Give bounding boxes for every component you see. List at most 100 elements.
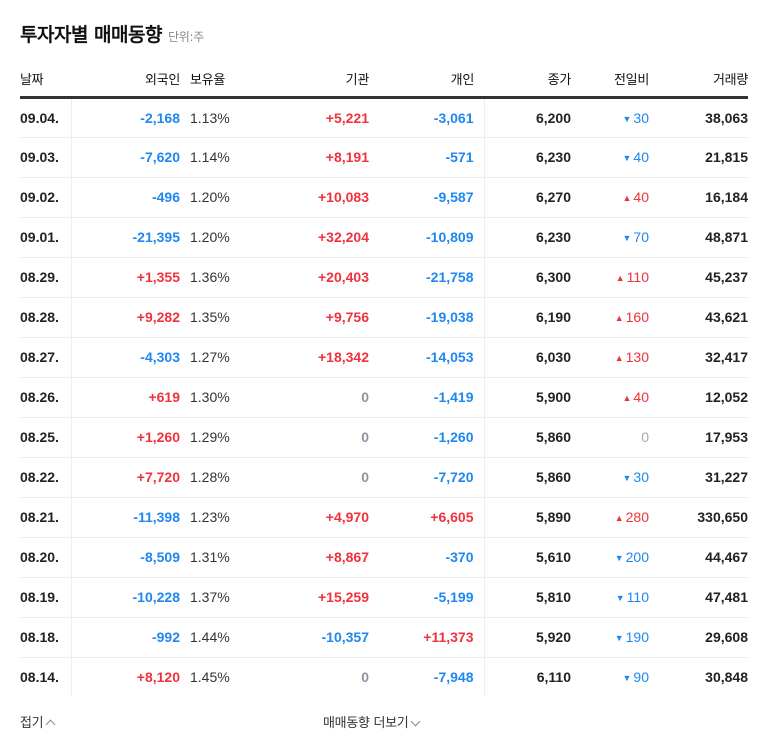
table-row: 08.27. -4,303 1.27% +18,342 -14,053 6,030 ▲ 130… [20, 337, 748, 378]
table-row: 08.26. +619 1.30% 0 -1,419 5,900 ▲ 40 12,052 [20, 377, 748, 418]
cell-volume: 330,650 [649, 497, 748, 538]
cell-holding-ratio: 1.44% [180, 617, 255, 658]
table-footer: 접기 매매동향 더보기 [20, 710, 748, 734]
cell-individual: -19,038 [369, 297, 485, 338]
cell-institution: +32,204 [255, 217, 369, 258]
fold-label: 접기 [20, 716, 44, 731]
change-value: 200 [625, 549, 649, 565]
unit-label: 단위:주 [167, 30, 204, 44]
cell-holding-ratio: 1.35% [180, 297, 255, 338]
cell-change: ▲ 40 [571, 177, 649, 218]
cell-holding-ratio: 1.13% [180, 97, 255, 138]
triangle-up-icon: ▲ [614, 513, 624, 523]
cell-close-price: 5,860 [484, 417, 571, 458]
cell-holding-ratio: 1.45% [190, 669, 230, 686]
cell-close-price: 6,030 [484, 337, 571, 378]
cell-close-price: 6,300 [484, 257, 571, 298]
cell-date: 08.26. [20, 377, 72, 418]
cell-close-price: 5,810 [484, 577, 571, 618]
change-value: 160 [625, 309, 649, 325]
more-label: 매매동향 더보기 [323, 716, 409, 731]
cell-volume: 21,815 [649, 137, 748, 178]
change-value: 110 [626, 269, 649, 285]
table-row: 08.21. -11,398 1.23% +4,970 +6,605 5,890 ▲ 280 3… [20, 497, 748, 538]
cell-change: ▼ 30 [571, 457, 649, 498]
change-value: 40 [633, 389, 649, 405]
cell-volume: 17,953 [649, 417, 748, 458]
cell-close-price: 6,110 [536, 669, 571, 686]
cell-date: 08.29. [20, 257, 72, 298]
cell-individual: -21,758 [369, 257, 485, 298]
cell-holding-ratio: 1.27% [180, 337, 255, 378]
cell-date: 09.02. [20, 177, 72, 218]
change-value: 0 [641, 429, 649, 445]
cell-institution: +5,221 [255, 97, 369, 138]
change-value: 280 [625, 509, 649, 525]
col-header-change: 전일비 [571, 62, 649, 99]
table-row: 08.19. -10,228 1.37% +15,259 -5,199 5,810 ▼ 110… [20, 577, 748, 618]
col-header-close-price: 종가 [484, 62, 571, 99]
cell-change: ▲ 110 [571, 257, 649, 298]
cell-date: 08.21. [20, 497, 72, 538]
cell-date: 09.03. [20, 137, 72, 178]
change-value: 30 [633, 469, 649, 485]
cell-date: 08.27. [20, 337, 72, 378]
section-title: 투자자별 매매동향 [20, 24, 162, 46]
cell-date: 08.14. [20, 657, 72, 697]
table-row: 08.18. -992 1.44% -10,357 +11,373 5,920 ▼ 190 29… [20, 617, 748, 658]
table-row: 08.14. +8,120 1.45% 0 -7,948 6,110 ▼ 90 30,848 [20, 657, 748, 697]
triangle-up-icon: ▲ [615, 273, 625, 283]
table-row: 09.01. -21,395 1.20% +32,204 -10,809 6,230 ▼ 70… [20, 217, 748, 258]
cell-foreign: +7,720 [71, 457, 180, 498]
chevron-up-icon [45, 719, 56, 730]
cell-foreign: -496 [71, 177, 180, 218]
cell-individual: -571 [369, 137, 485, 178]
cell-individual: +6,605 [369, 497, 485, 538]
cell-close-price: 5,610 [484, 537, 571, 578]
col-header-foreign: 외국인 [71, 62, 180, 99]
table-row: 09.02. -496 1.20% +10,083 -9,587 6,270 ▲ 40 16,1… [20, 177, 748, 218]
investor-trading-table: 날짜 외국인 보유율 기관 개인 종가 전일비 거래량 09.04. -2,168… [20, 62, 748, 697]
table-row: 08.29. +1,355 1.36% +20,403 -21,758 6,300 ▲ 110… [20, 257, 748, 298]
triangle-down-icon: ▼ [622, 153, 632, 163]
cell-holding-ratio: 1.29% [180, 417, 255, 458]
cell-individual: -3,061 [369, 97, 485, 138]
cell-volume: 12,052 [649, 377, 748, 418]
triangle-up-icon: ▲ [614, 353, 624, 363]
cell-change: ▲ 40 [571, 377, 649, 418]
cell-individual: -370 [369, 537, 485, 578]
cell-institution: -10,357 [255, 617, 369, 658]
cell-holding-ratio: 1.37% [180, 577, 255, 618]
table-header-row: 날짜 외국인 보유율 기관 개인 종가 전일비 거래량 [20, 62, 748, 99]
cell-holding-ratio: 1.23% [180, 497, 255, 538]
cell-institution: +4,970 [255, 497, 369, 538]
cell-change: ▼ 90 [571, 657, 650, 697]
cell-date: 08.25. [20, 417, 72, 458]
cell-volume: 48,871 [649, 217, 748, 258]
cell-change: ▼ 40 [571, 137, 649, 178]
cell-date: 08.18. [20, 617, 72, 658]
cell-foreign: -21,395 [71, 217, 180, 258]
more-trading-trends-button[interactable]: 매매동향 더보기 [323, 712, 421, 731]
triangle-down-icon: ▼ [622, 233, 632, 243]
cell-close-price: 6,190 [484, 297, 571, 338]
cell-individual: -10,809 [369, 217, 485, 258]
cell-holding-ratio: 1.36% [180, 257, 255, 298]
cell-date: 08.22. [20, 457, 72, 498]
table-row: 08.22. +7,720 1.28% 0 -7,720 5,860 ▼ 30 31,227 [20, 457, 748, 498]
fold-button[interactable]: 접기 [20, 712, 56, 731]
cell-foreign: -11,398 [71, 497, 180, 538]
cell-foreign: -7,620 [71, 137, 180, 178]
cell-close-price: 5,890 [484, 497, 571, 538]
cell-foreign: -2,168 [71, 97, 180, 138]
cell-foreign: +1,260 [71, 417, 180, 458]
cell-change: ▲ 280 [571, 497, 649, 538]
cell-individual: -5,199 [369, 577, 485, 618]
section-header: 투자자별 매매동향 단위:주 [20, 20, 204, 47]
cell-individual: -1,419 [369, 377, 485, 418]
cell-close-price: 5,920 [484, 617, 571, 658]
cell-institution: +8,867 [255, 537, 369, 578]
cell-volume: 43,621 [649, 297, 748, 338]
cell-institution: +9,756 [255, 297, 369, 338]
cell-change: ▲ 160 [571, 297, 649, 338]
